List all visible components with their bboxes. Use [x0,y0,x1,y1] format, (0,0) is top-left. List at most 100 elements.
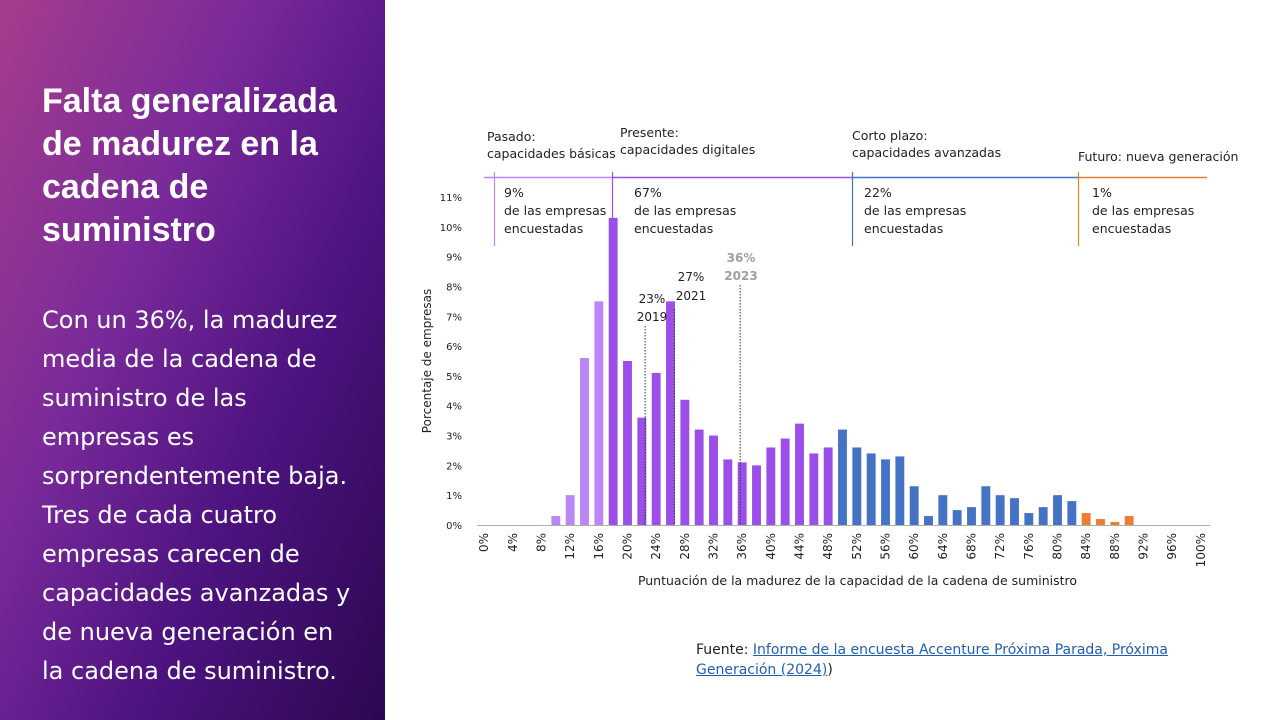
x-tick-label: 96% [1165,533,1179,560]
chart-bar [680,399,690,525]
stage-title: Corto plazo: [852,128,928,143]
y-tick-label: 5% [446,372,462,383]
chart-bar [565,495,575,525]
annotation-year: 2019 [637,310,668,324]
x-tick-label: 44% [793,533,807,560]
chart-bar [737,462,747,525]
chart-bar [995,495,1005,525]
y-tick-label: 11% [440,193,462,204]
x-tick-label: 24% [649,533,663,560]
chart-bar [967,507,976,525]
chart-bar [666,301,675,525]
y-tick-label: 6% [446,342,462,353]
source-suffix: ) [827,662,833,678]
chart-bar [881,459,890,525]
y-tick-label: 4% [446,402,462,413]
chart-bar [780,438,790,525]
chart-bar [823,447,833,525]
x-tick-label: 48% [821,533,835,560]
source-note: Fuente: Informe de la encuesta Accenture… [696,640,1196,680]
chart-bar [1067,501,1077,525]
x-tick-label: 76% [1022,533,1036,560]
chart-bar [594,301,604,525]
chart-bar [723,459,733,525]
slide-title: Falta generalizada de madurez en la cade… [42,82,337,249]
y-axis-title: Porcentaje de empresas [420,289,434,433]
chart-bar [838,429,847,525]
chart-bar [1096,519,1105,525]
stage-subtitle: capacidades digitales [620,142,755,157]
x-tick-label: 52% [850,533,864,560]
chart-bar [608,217,618,525]
y-tick-label: 9% [446,253,462,264]
x-tick-label: 12% [563,533,577,560]
y-tick-label: 2% [446,461,462,472]
x-tick-label: 84% [1079,533,1093,560]
stage-description: encuestadas [1092,221,1171,236]
annotation-value: 27% [678,270,705,284]
stage-percentage: 1% [1092,185,1112,200]
x-axis-title: Puntuación de la madurez de la capacidad… [638,573,1077,588]
stage-description: de las empresas [504,203,606,218]
source-prefix: Fuente: [696,642,753,658]
stage-percentage: 22% [864,185,892,200]
stage-percentage: 9% [504,185,524,200]
title-panel: Falta generalizada de madurez en la cade… [0,0,385,720]
x-tick-label: 32% [707,533,721,560]
x-tick-label: 28% [678,533,692,560]
chart-bar [1038,507,1048,525]
source-link[interactable]: Informe de la encuesta Accenture Próxima… [696,642,1168,678]
stage-description: de las empresas [634,203,736,218]
chart-bar [852,447,862,525]
x-tick-label: 56% [879,533,893,560]
stage-description: encuestadas [504,221,583,236]
chart-bar [651,372,661,525]
chart-bar [795,423,804,525]
x-tick-label: 8% [535,533,549,552]
stage-description: encuestadas [864,221,943,236]
x-tick-label: 40% [764,533,778,560]
stage-subtitle: capacidades básicas [487,146,616,161]
chart-bar [866,453,876,525]
x-tick-label: 36% [735,533,749,560]
maturity-chart: 0% 1% 2% 3% 4% 5% 6% 7% 8% 9% 10% 11% Porcentaje de … [420,125,1238,588]
x-tick-label: 72% [993,533,1007,560]
y-tick-label: 3% [446,432,462,443]
chart-bar [924,516,933,525]
chart-bar [709,435,718,525]
x-tick-label: 64% [936,533,950,560]
stage-title: Pasado: [487,129,536,144]
x-tick-label: 0% [477,533,491,552]
x-tick-label: 92% [1137,533,1151,560]
x-tick-label: 80% [1051,533,1065,560]
annotation-value: 36% [727,251,756,265]
chart-bar [938,495,948,525]
chart-bar [1110,522,1120,525]
stage-title: Presente: [620,125,679,140]
chart-bar [981,486,991,525]
chart-bar [895,456,905,525]
x-tick-label: 20% [621,533,635,560]
chart-bar [1124,516,1134,525]
x-tick-label: 88% [1108,533,1122,560]
stage-description: de las empresas [1092,203,1194,218]
y-tick-label: 0% [446,521,462,532]
y-tick-label: 1% [446,491,462,502]
chart-bar [551,516,561,525]
chart-bar [952,510,962,525]
annotation-year: 2021 [676,289,707,303]
chart-bar [637,417,647,525]
annotation-year: 2023 [724,269,757,283]
x-tick-label: 16% [592,533,606,560]
chart-bar [1053,495,1062,525]
stage-description: de las empresas [864,203,966,218]
annotation-value: 23% [639,292,666,306]
x-tick-label: 68% [965,533,979,560]
slide-body-text: Con un 36%, la madurez media de la caden… [42,306,351,685]
chart-bar [1024,513,1034,525]
y-tick-label: 7% [446,312,462,323]
chart-bar [909,486,919,525]
chart-bar [1010,498,1019,525]
x-tick-label: 60% [907,533,921,560]
chart-bar [766,447,776,525]
